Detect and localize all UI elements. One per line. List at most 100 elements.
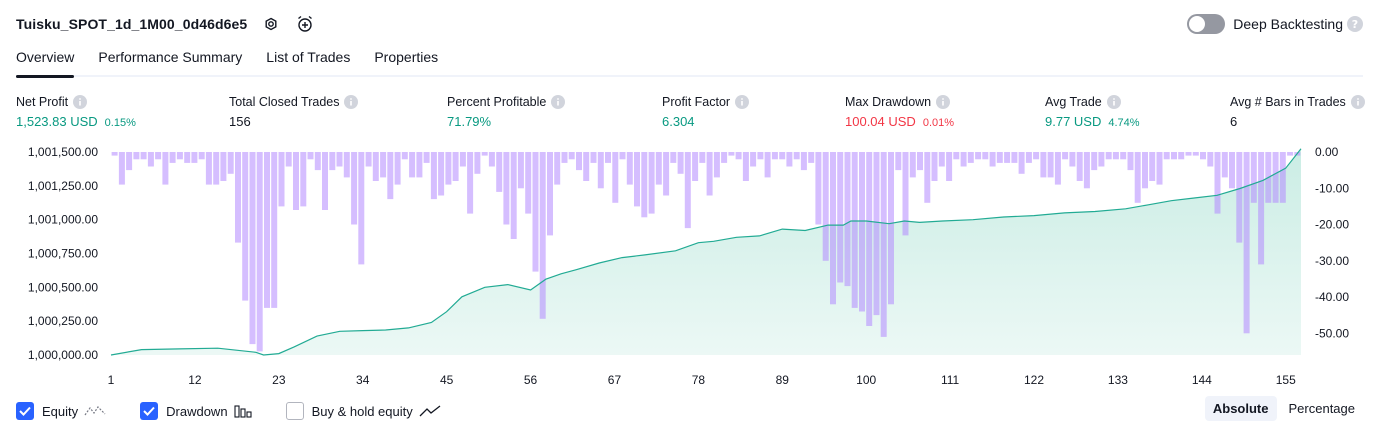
drawdown-bar bbox=[112, 152, 118, 156]
percentage-button[interactable]: Percentage bbox=[1281, 396, 1364, 421]
metric-label: Total Closed Trades bbox=[229, 94, 358, 110]
drawdown-bar bbox=[322, 152, 328, 210]
drawdown-bar bbox=[344, 152, 350, 177]
drawdown-bar bbox=[337, 152, 343, 167]
drawdown-bar bbox=[1171, 152, 1177, 159]
drawdown-bar bbox=[786, 152, 792, 167]
drawdown-bar bbox=[982, 152, 988, 159]
drawdown-bar bbox=[903, 152, 909, 235]
info-icon[interactable] bbox=[1107, 95, 1121, 109]
drawdown-bar bbox=[1084, 152, 1090, 188]
equity-checkbox[interactable] bbox=[16, 402, 34, 420]
info-icon[interactable] bbox=[936, 95, 950, 109]
help-icon[interactable]: ? bbox=[1347, 16, 1363, 32]
drawdown-bar bbox=[503, 152, 509, 225]
y-right-tick-label: -10.00 bbox=[1315, 181, 1349, 195]
drawdown-bar bbox=[1048, 152, 1054, 177]
drawdown-bar bbox=[605, 152, 611, 163]
drawdown-bar bbox=[424, 152, 430, 163]
metric-label: Avg # Bars in Trades bbox=[1230, 94, 1365, 110]
drawdown-bar bbox=[808, 152, 814, 163]
drawdown-bar bbox=[845, 152, 851, 286]
drawdown-bar bbox=[1142, 152, 1148, 188]
drawdown-bar bbox=[409, 152, 415, 177]
drawdown-bar bbox=[721, 152, 727, 163]
drawdown-bar bbox=[329, 152, 335, 170]
info-icon[interactable] bbox=[551, 95, 565, 109]
metric-label: Avg Trade bbox=[1045, 94, 1140, 110]
metric-percent: 0.15% bbox=[105, 117, 136, 129]
drawdown-bar bbox=[765, 152, 771, 177]
buyhold-label: Buy & hold equity bbox=[312, 404, 413, 419]
drawdown-bar bbox=[670, 152, 676, 163]
legend-equity[interactable]: Equity bbox=[16, 402, 106, 420]
metric-net-profit: Net Profit 1,523.83 USD 0.15% bbox=[16, 94, 136, 129]
equity-area bbox=[111, 149, 1301, 355]
drawdown-bar bbox=[1229, 152, 1235, 188]
drawdown-bar bbox=[228, 152, 234, 174]
metric-label-text: Profit Factor bbox=[662, 95, 730, 109]
metric-label-text: Net Profit bbox=[16, 95, 68, 109]
y-left-tick-label: 1,001,500.00 bbox=[28, 145, 98, 159]
drawdown-bar bbox=[460, 152, 466, 167]
settings-icon[interactable] bbox=[261, 14, 281, 34]
buyhold-checkbox[interactable] bbox=[286, 402, 304, 420]
x-tick-label: 56 bbox=[524, 373, 538, 387]
drawdown-bar bbox=[1040, 152, 1046, 177]
drawdown-bar bbox=[1128, 152, 1134, 170]
drawdown-bar bbox=[1258, 152, 1264, 264]
absolute-button[interactable]: Absolute bbox=[1205, 396, 1277, 421]
drawdown-bar bbox=[402, 152, 408, 159]
drawdown-bar bbox=[1178, 152, 1184, 159]
info-icon[interactable] bbox=[73, 95, 87, 109]
drawdown-bar bbox=[264, 152, 270, 308]
tab-performance-summary[interactable]: Performance Summary bbox=[98, 44, 242, 73]
drawdown-bar bbox=[148, 152, 154, 167]
x-tick-label: 12 bbox=[188, 373, 202, 387]
drawdown-bar bbox=[1193, 152, 1199, 156]
drawdown-bar bbox=[1091, 152, 1097, 170]
x-tick-label: 34 bbox=[356, 373, 370, 387]
drawdown-bar bbox=[975, 152, 981, 159]
equity-line-icon bbox=[84, 404, 106, 418]
metric-value: 100.04 USD bbox=[845, 114, 916, 129]
drawdown-bar bbox=[293, 152, 299, 210]
legend-drawdown[interactable]: Drawdown bbox=[140, 402, 251, 420]
tab-properties[interactable]: Properties bbox=[374, 44, 438, 73]
x-tick-label: 155 bbox=[1276, 373, 1296, 387]
drawdown-bar bbox=[496, 152, 502, 192]
info-icon[interactable] bbox=[344, 95, 358, 109]
drawdown-bar bbox=[438, 152, 444, 196]
drawdown-bar bbox=[518, 152, 524, 188]
drawdown-bar bbox=[1098, 152, 1104, 167]
strategy-header: Tuisku_SPOT_1d_1M00_0d46d6e5 bbox=[16, 12, 315, 36]
metric-label: Net Profit bbox=[16, 94, 136, 110]
drawdown-bar bbox=[155, 152, 161, 159]
drawdown-bar bbox=[728, 152, 734, 156]
drawdown-bar bbox=[692, 152, 698, 181]
drawdown-bar bbox=[308, 152, 314, 159]
drawdown-bar bbox=[271, 152, 277, 308]
drawdown-bar bbox=[133, 152, 139, 159]
tab-list-of-trades[interactable]: List of Trades bbox=[266, 44, 350, 73]
drawdown-bar bbox=[1033, 152, 1039, 159]
drawdown-bar bbox=[562, 152, 568, 163]
metric-profit-factor: Profit Factor 6.304 bbox=[662, 94, 749, 129]
drawdown-checkbox[interactable] bbox=[140, 402, 158, 420]
x-tick-label: 133 bbox=[1108, 373, 1128, 387]
drawdown-bar bbox=[533, 152, 539, 272]
equity-drawdown-chart: 1,001,500.00 1,001,250.00 1,001,000.00 1,00… bbox=[0, 140, 1379, 390]
legend-buy-hold[interactable]: Buy & hold equity bbox=[286, 402, 441, 420]
drawdown-bar bbox=[126, 152, 132, 170]
drawdown-bar bbox=[823, 152, 829, 261]
drawdown-bar bbox=[779, 152, 785, 159]
x-tick-label: 67 bbox=[608, 373, 622, 387]
info-icon[interactable] bbox=[1351, 95, 1365, 109]
add-alert-icon[interactable] bbox=[295, 14, 315, 34]
drawdown-bar bbox=[1251, 152, 1257, 203]
info-icon[interactable] bbox=[735, 95, 749, 109]
tab-overview[interactable]: Overview bbox=[16, 44, 74, 73]
drawdown-bar bbox=[395, 152, 401, 185]
deep-backtesting-toggle[interactable] bbox=[1187, 14, 1225, 34]
drawdown-bar bbox=[445, 152, 451, 185]
